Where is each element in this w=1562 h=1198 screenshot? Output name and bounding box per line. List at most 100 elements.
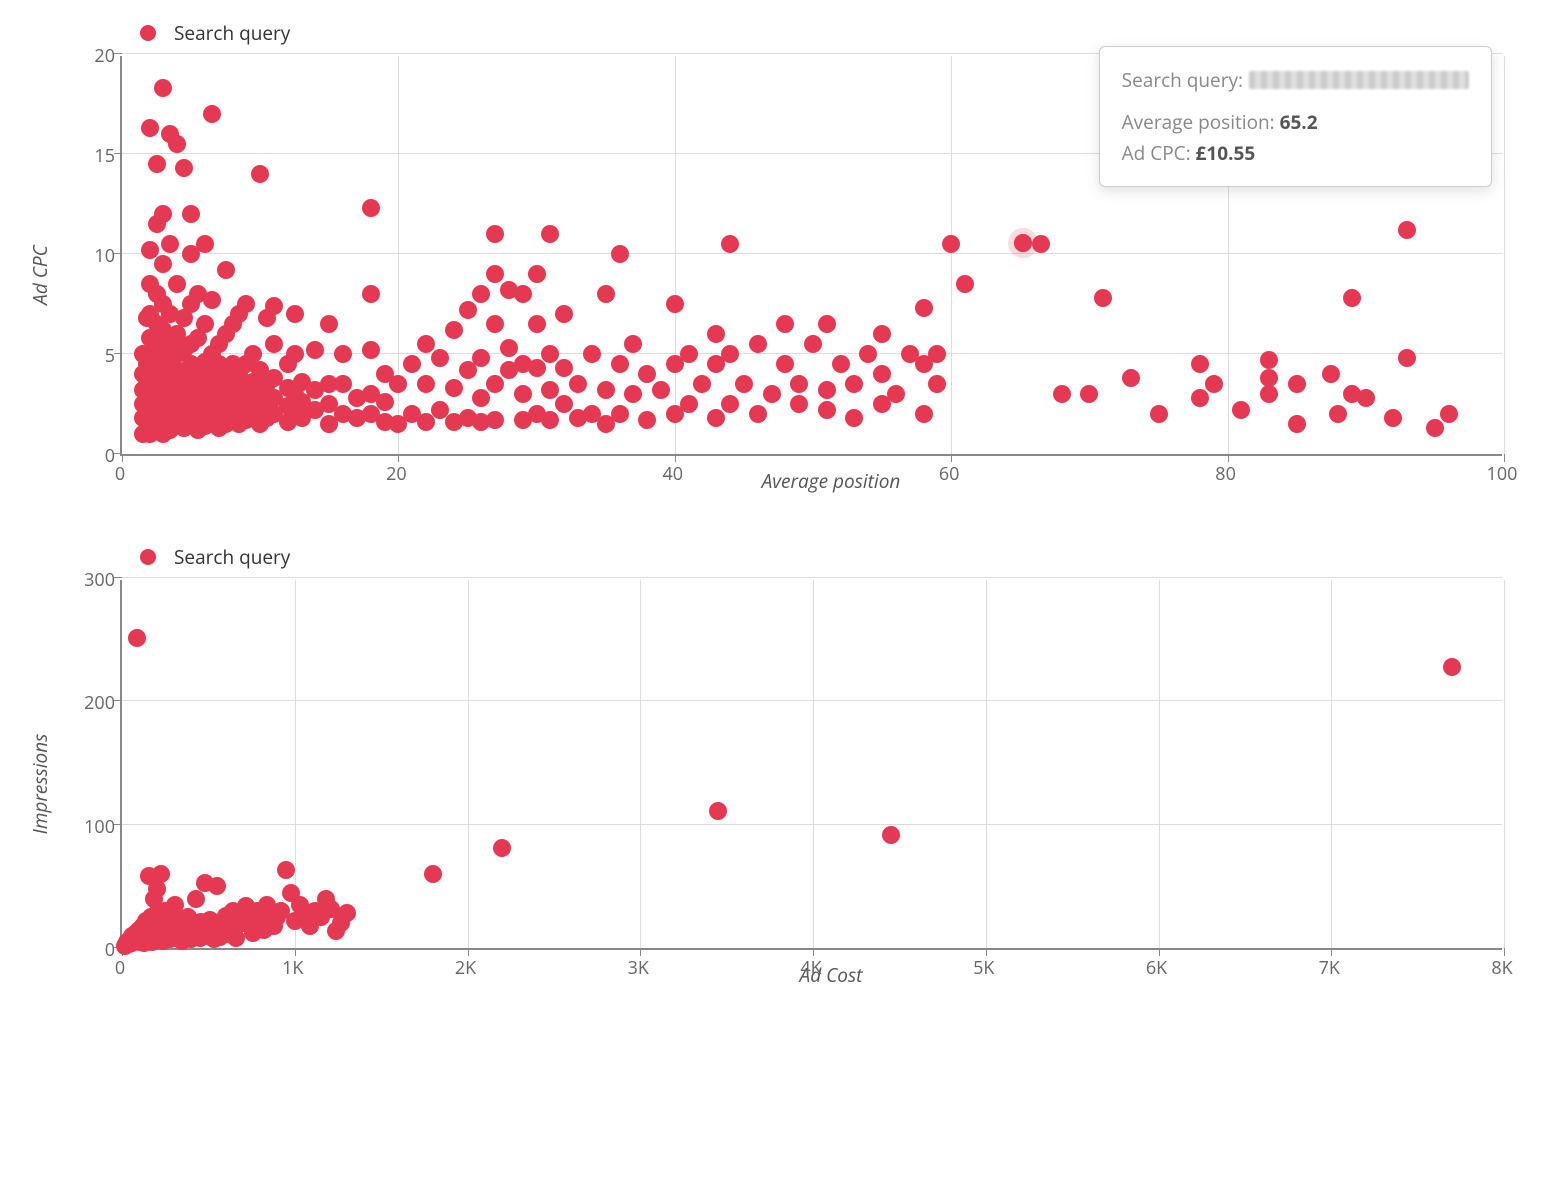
scatter-point[interactable]	[1094, 289, 1112, 307]
scatter-point[interactable]	[217, 261, 235, 279]
scatter-point[interactable]	[1191, 389, 1209, 407]
scatter-point[interactable]	[362, 341, 380, 359]
scatter-point[interactable]	[1080, 385, 1098, 403]
scatter-point[interactable]	[362, 199, 380, 217]
scatter-point[interactable]	[1205, 375, 1223, 393]
scatter-point[interactable]	[128, 629, 146, 647]
scatter-point[interactable]	[942, 235, 960, 253]
scatter-point[interactable]	[1443, 658, 1461, 676]
scatter-point[interactable]	[152, 865, 170, 883]
scatter-point[interactable]	[707, 409, 725, 427]
scatter-point[interactable]	[693, 375, 711, 393]
scatter-point[interactable]	[203, 291, 221, 309]
scatter-point[interactable]	[175, 159, 193, 177]
scatter-point[interactable]	[666, 295, 684, 313]
scatter-point[interactable]	[790, 395, 808, 413]
scatter-point[interactable]	[514, 385, 532, 403]
scatter-point[interactable]	[597, 285, 615, 303]
chart2-plot-area[interactable]	[120, 580, 1502, 950]
scatter-point[interactable]	[286, 305, 304, 323]
scatter-point[interactable]	[486, 315, 504, 333]
scatter-point[interactable]	[389, 375, 407, 393]
scatter-point[interactable]	[569, 375, 587, 393]
scatter-point[interactable]	[459, 301, 477, 319]
scatter-point[interactable]	[818, 315, 836, 333]
scatter-point[interactable]	[445, 379, 463, 397]
scatter-point[interactable]	[472, 349, 490, 367]
scatter-point[interactable]	[1322, 365, 1340, 383]
scatter-point[interactable]	[486, 375, 504, 393]
scatter-point[interactable]	[1398, 221, 1416, 239]
scatter-point[interactable]	[555, 359, 573, 377]
scatter-point[interactable]	[472, 285, 490, 303]
scatter-point[interactable]	[334, 375, 352, 393]
scatter-point[interactable]	[148, 155, 166, 173]
scatter-point[interactable]	[196, 315, 214, 333]
scatter-point[interactable]	[208, 877, 226, 895]
scatter-point[interactable]	[721, 235, 739, 253]
scatter-point[interactable]	[638, 411, 656, 429]
scatter-point[interactable]	[680, 345, 698, 363]
scatter-point[interactable]	[763, 385, 781, 403]
scatter-point[interactable]	[362, 285, 380, 303]
scatter-point[interactable]	[915, 405, 933, 423]
scatter-point[interactable]	[376, 393, 394, 411]
scatter-point[interactable]	[1260, 385, 1278, 403]
scatter-point[interactable]	[320, 315, 338, 333]
scatter-point[interactable]	[1191, 355, 1209, 373]
scatter-point[interactable]	[1357, 389, 1375, 407]
scatter-point[interactable]	[1384, 409, 1402, 427]
scatter-point[interactable]	[707, 325, 725, 343]
scatter-point[interactable]	[1440, 405, 1458, 423]
scatter-point[interactable]	[597, 381, 615, 399]
scatter-point[interactable]	[845, 375, 863, 393]
scatter-point[interactable]	[1053, 385, 1071, 403]
scatter-point[interactable]	[265, 297, 283, 315]
scatter-point[interactable]	[334, 345, 352, 363]
scatter-point[interactable]	[1260, 351, 1278, 369]
scatter-point[interactable]	[818, 401, 836, 419]
scatter-point[interactable]	[624, 335, 642, 353]
scatter-point[interactable]	[915, 299, 933, 317]
scatter-point[interactable]	[500, 339, 518, 357]
scatter-point[interactable]	[486, 411, 504, 429]
scatter-point[interactable]	[624, 385, 642, 403]
scatter-point[interactable]	[541, 411, 559, 429]
scatter-point[interactable]	[845, 409, 863, 427]
scatter-point[interactable]	[1232, 401, 1250, 419]
scatter-point[interactable]	[638, 365, 656, 383]
scatter-point[interactable]	[611, 355, 629, 373]
scatter-point[interactable]	[804, 335, 822, 353]
scatter-point[interactable]	[541, 345, 559, 363]
scatter-point[interactable]	[583, 345, 601, 363]
scatter-point[interactable]	[882, 826, 900, 844]
scatter-point[interactable]	[1329, 405, 1347, 423]
scatter-point[interactable]	[154, 255, 172, 273]
scatter-point[interactable]	[1288, 375, 1306, 393]
scatter-point[interactable]	[887, 385, 905, 403]
scatter-point[interactable]	[306, 341, 324, 359]
scatter-point[interactable]	[680, 395, 698, 413]
scatter-point[interactable]	[859, 345, 877, 363]
scatter-point[interactable]	[403, 355, 421, 373]
scatter-point[interactable]	[776, 315, 794, 333]
scatter-point[interactable]	[251, 165, 269, 183]
scatter-point[interactable]	[237, 295, 255, 313]
scatter-point[interactable]	[161, 235, 179, 253]
scatter-point[interactable]	[445, 321, 463, 339]
scatter-point[interactable]	[154, 79, 172, 97]
scatter-point[interactable]	[472, 389, 490, 407]
scatter-point[interactable]	[1032, 235, 1050, 253]
scatter-point[interactable]	[1150, 405, 1168, 423]
scatter-point[interactable]	[709, 802, 727, 820]
scatter-point[interactable]	[431, 349, 449, 367]
scatter-point[interactable]	[721, 395, 739, 413]
chart1-plot-area[interactable]: Search query: Average position: 65.2 Ad …	[120, 56, 1502, 456]
scatter-point[interactable]	[721, 345, 739, 363]
scatter-point[interactable]	[611, 405, 629, 423]
scatter-point[interactable]	[1288, 415, 1306, 433]
scatter-point[interactable]	[168, 135, 186, 153]
scatter-point[interactable]	[873, 365, 891, 383]
scatter-point[interactable]	[417, 335, 435, 353]
scatter-point[interactable]	[956, 275, 974, 293]
